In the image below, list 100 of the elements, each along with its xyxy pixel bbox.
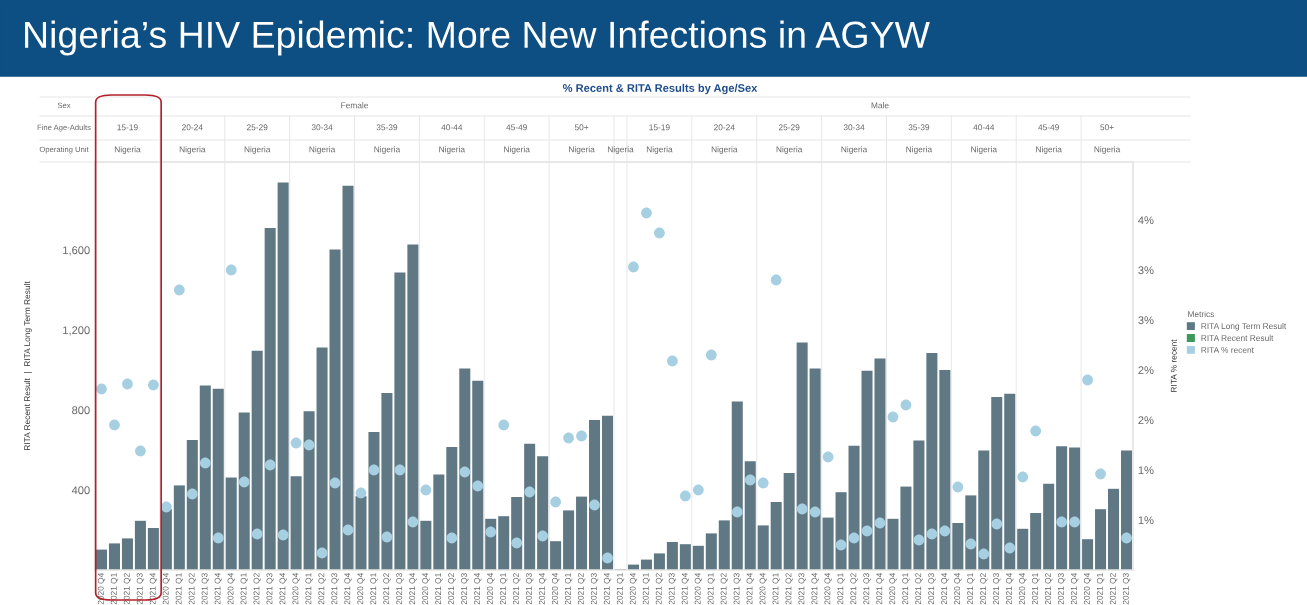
x-tick-label: 2021 Q1 [837,573,845,605]
x-tick-label: 2020 Q4 [824,573,832,605]
x-tick-label: 2021 Q2 [980,573,988,605]
text: Nigeria [114,146,141,154]
x-tick-label: 2021 Q3 [331,573,339,605]
x-tick-label: 2021 Q3 [590,573,599,605]
x-tick-label: 2021 Q4 [603,573,612,605]
x-tick-label: 2021 Q3 [266,573,274,605]
text: 20-24 [714,124,735,131]
x-tick-label: 2021 Q3 [798,573,806,605]
x-tick-label: 2021 Q1 [1096,573,1105,605]
x-tick-label: 2021 Q2 [720,573,729,605]
x-tick-label: 2021 Q2 [915,573,923,605]
x-tick-label: 2021 Q2 [123,573,132,605]
x-tick-label: 2020 Q4 [357,573,365,605]
chart-subtitle: % Recent & RITA Results by Age/Sex [562,83,758,95]
text: Nigeria [504,146,530,154]
text: Nigeria [179,146,206,154]
x-tick-label: 2021 Q2 [253,573,261,605]
x-tick-label: 2021 Q1 [175,573,184,605]
y2-tick-label: 3% [1138,266,1154,275]
x-tick-label: 2021 Q4 [538,573,547,605]
y2-tick-label: 2% [1138,416,1154,425]
legend-label: RITA Long Term Result [1201,322,1287,331]
y2-tick-label: 4% [1138,216,1154,225]
x-tick-label: 2021 Q1 [435,573,443,605]
x-tick-label: 2021 Q2 [188,573,197,605]
x-tick-label: 2020 Q4 [227,573,235,605]
x-tick-label: 2021 Q1 [370,573,378,605]
x-tick-label: 2020 Q4 [889,573,897,605]
x-tick-label: 2021 Q1 [564,573,573,605]
x-tick-label: 2021 Q4 [474,573,482,605]
y2-tick-label: 1% [1138,466,1154,475]
x-tick-label: 2021 Q4 [1070,573,1079,605]
x-tick-label: 2021 Q1 [616,573,625,605]
x-tick-label: 2020 Q4 [487,573,495,605]
text: 40-44 [441,124,463,131]
x-tick-label: 2021 Q3 [863,573,871,605]
x-tick-label: 2021 Q4 [214,573,222,605]
text: 25-29 [778,124,800,131]
x-tick-label: 2021 Q2 [383,573,391,605]
x-tick-label: 2020 Q4 [162,573,171,605]
x-tick-label: 2021 Q2 [318,573,326,605]
text: 45-49 [506,124,527,131]
x-tick-label: 2021 Q4 [1006,573,1014,605]
text: 15-19 [649,124,670,131]
x-tick-label: 2021 Q3 [136,573,145,605]
x-tick-label: 2021 Q1 [500,573,508,605]
x-tick-label: 2021 Q3 [733,573,741,605]
text: Nigeria [607,146,634,154]
text: Nigeria [309,146,336,154]
y2-tick-label: 1% [1138,516,1154,525]
text: 35-39 [376,124,398,131]
text: Nigeria [569,146,595,154]
x-tick-label: 2021 Q4 [344,573,352,605]
chart-title: Nigeria’s HIV Epidemic: More New Infections in AGYW [25,20,930,56]
y-tick-label: 1,200 [63,326,90,336]
x-tick-label: 2020 Q4 [97,573,106,605]
text: 40-44 [973,124,995,131]
x-tick-label: 2021 Q4 [811,573,819,605]
text: 35-39 [908,124,930,131]
x-tick-label: 2021 Q1 [642,573,651,605]
text: Nigeria [841,146,868,154]
text: 30-34 [843,124,865,131]
x-tick-label: 2020 Q4 [694,573,703,605]
text: Nigeria [374,146,401,154]
x-tick-label: 2021 Q4 [279,573,287,605]
x-tick-label: 2021 Q4 [409,573,417,605]
text: 15-19 [117,124,138,131]
x-tick-label: 2021 Q2 [785,573,793,605]
x-tick-label: 2021 Q1 [772,573,780,605]
y2-axis-title: RITA % recent [1170,339,1177,392]
x-tick-label: 2020 Q4 [422,573,430,605]
x-tick-label: 2021 Q2 [577,573,586,605]
x-tick-label: 2021 Q3 [1122,573,1131,605]
x-tick-label: 2021 Q1 [240,573,248,605]
y-tick-label: 800 [72,406,90,415]
x-tick-label: 2021 Q3 [526,573,534,605]
x-tick-label: 2020 Q4 [292,573,300,605]
x-tick-label: 2020 Q4 [1083,573,1092,605]
text: Nigeria [971,146,997,154]
x-tick-label: 2021 Q3 [396,573,404,605]
x-tick-label: 2021 Q1 [707,573,716,605]
x-tick-label: 2021 Q1 [1032,573,1040,605]
legend-label: RITA % recent [1201,347,1254,353]
x-tick-label: 2021 Q2 [850,573,858,605]
text: Nigeria [244,146,271,154]
text: 50+ [1100,124,1114,131]
x-tick-label: 2021 Q4 [876,573,884,605]
text: Nigeria [1094,146,1121,154]
text: 30-34 [311,124,333,131]
text: Nigeria [1036,146,1062,154]
x-tick-label: 2020 Q4 [759,573,767,605]
text: 25-29 [246,124,268,131]
text: 20-24 [182,124,203,131]
x-tick-label: 2021 Q2 [1109,573,1118,605]
y2-tick-label: 3% [1138,316,1154,325]
text: Female [341,102,369,109]
x-tick-label: 2021 Q3 [201,573,210,605]
x-tick-label: 2021 Q3 [1057,573,1066,605]
